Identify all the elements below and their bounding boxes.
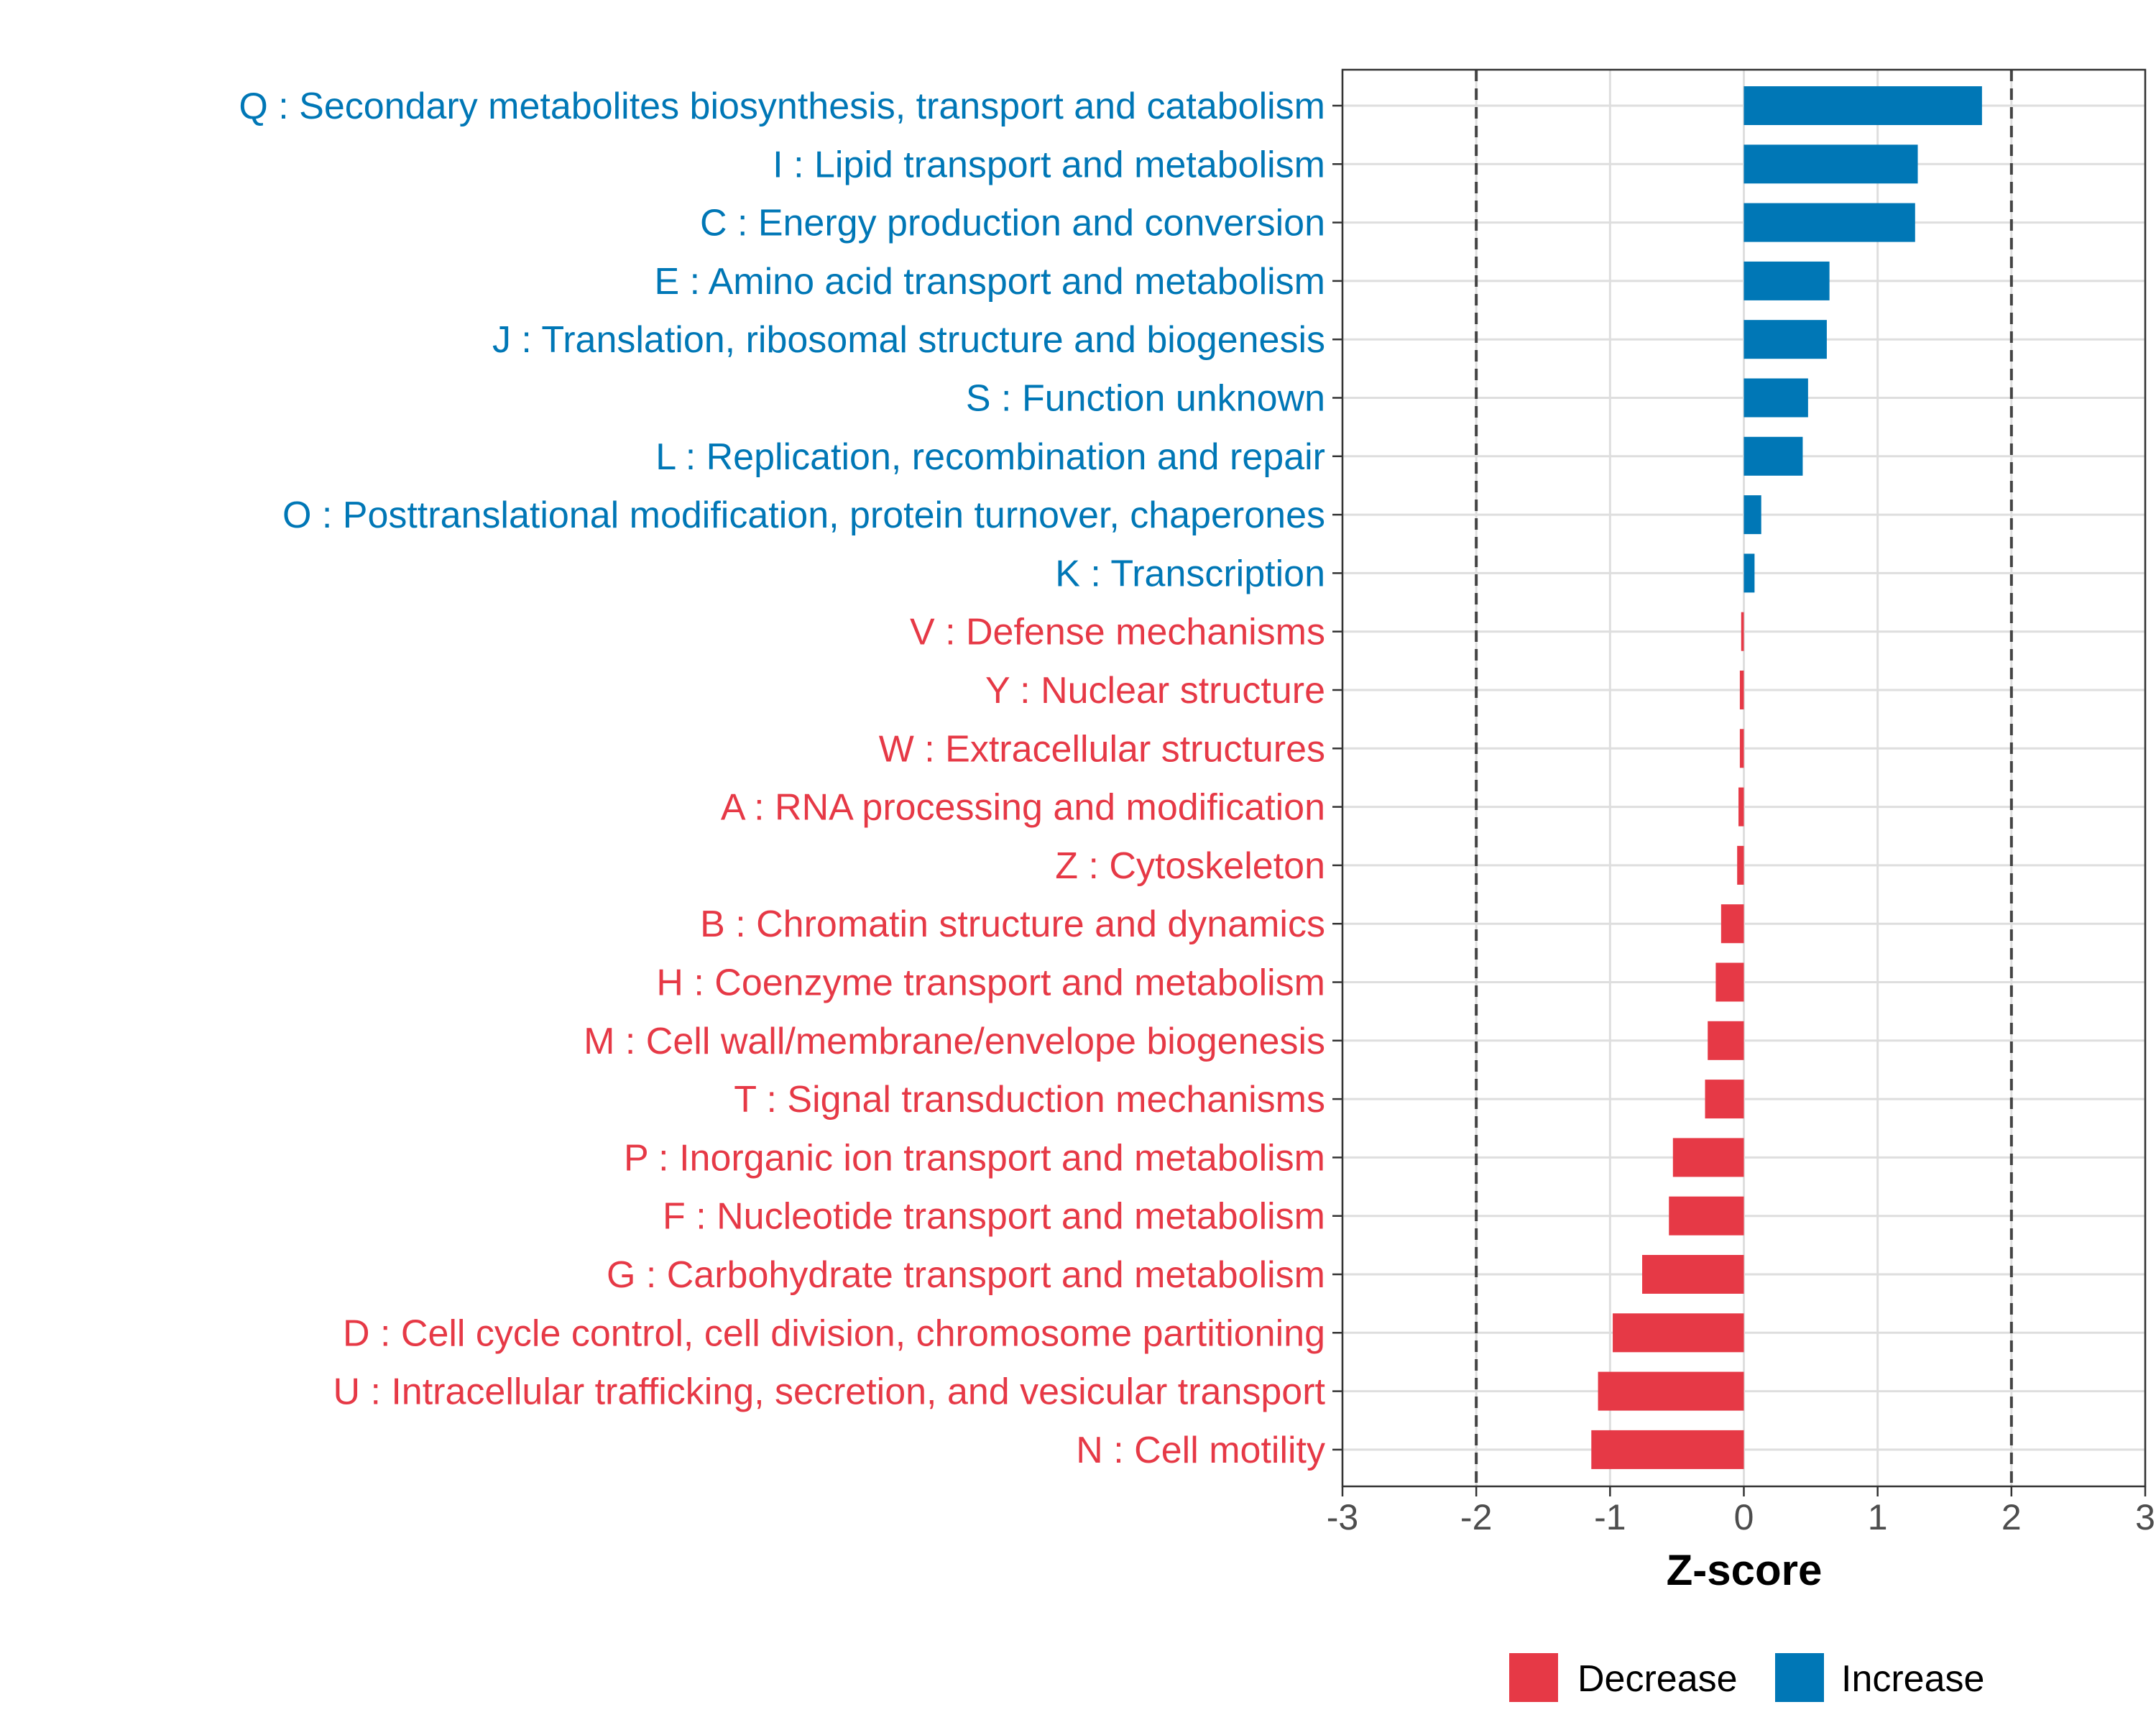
category-label: U : Intracellular trafficking, secretion… bbox=[333, 1371, 1325, 1413]
category-label: Z : Cytoskeleton bbox=[1055, 845, 1325, 887]
x-tick-label: 3 bbox=[2135, 1497, 2155, 1537]
category-label: K : Transcription bbox=[1055, 553, 1325, 594]
category-label: T : Signal transduction mechanisms bbox=[734, 1079, 1325, 1121]
x-tick-label: -2 bbox=[1460, 1497, 1492, 1537]
legend-swatch bbox=[1509, 1653, 1558, 1702]
bar bbox=[1743, 436, 1803, 476]
bar bbox=[1743, 378, 1808, 418]
bar bbox=[1669, 1196, 1744, 1236]
category-label: N : Cell motility bbox=[1076, 1430, 1325, 1471]
category-label: E : Amino acid transport and metabolism bbox=[654, 261, 1325, 303]
category-label: F : Nucleotide transport and metabolism bbox=[663, 1196, 1325, 1238]
bar bbox=[1672, 1138, 1744, 1177]
legend: Decrease Increase bbox=[1509, 1653, 1984, 1702]
bar bbox=[1741, 612, 1744, 651]
bar bbox=[1591, 1430, 1744, 1469]
category-label: C : Energy production and conversion bbox=[700, 203, 1325, 244]
bar bbox=[1705, 1080, 1744, 1119]
bar bbox=[1743, 495, 1761, 535]
x-tick-label: 0 bbox=[1734, 1497, 1754, 1537]
bar bbox=[1743, 320, 1827, 359]
category-label: V : Defense mechanisms bbox=[910, 612, 1325, 653]
bar bbox=[1738, 787, 1744, 827]
category-label: P : Inorganic ion transport and metaboli… bbox=[624, 1137, 1325, 1179]
category-label: G : Carbohydrate transport and metabolis… bbox=[607, 1254, 1325, 1296]
bar bbox=[1737, 845, 1744, 885]
category-label: Y : Nuclear structure bbox=[985, 670, 1325, 712]
category-label: D : Cell cycle control, cell division, c… bbox=[343, 1312, 1325, 1354]
category-label: W : Extracellular structures bbox=[879, 728, 1325, 770]
category-label: I : Lipid transport and metabolism bbox=[773, 144, 1325, 185]
bar bbox=[1715, 962, 1744, 1002]
category-label: A : RNA processing and modification bbox=[721, 787, 1325, 829]
category-label: J : Translation, ribosomal structure and… bbox=[492, 319, 1325, 361]
x-axis: -3 -2 -1 0 1 2 3 bbox=[1327, 104, 2155, 1537]
bar bbox=[1743, 553, 1755, 593]
bar bbox=[1613, 1313, 1744, 1353]
category-label: S : Function unknown bbox=[966, 378, 1325, 420]
bar bbox=[1708, 1021, 1744, 1060]
bar bbox=[1720, 904, 1744, 944]
bar bbox=[1743, 261, 1830, 300]
bar bbox=[1743, 203, 1915, 242]
legend-label: Increase bbox=[1841, 1658, 1984, 1700]
legend-label: Decrease bbox=[1577, 1658, 1738, 1700]
x-tick-label: -1 bbox=[1594, 1497, 1626, 1537]
x-tick-label: -3 bbox=[1327, 1497, 1358, 1537]
bar bbox=[1642, 1255, 1744, 1294]
category-label: B : Chromatin structure and dynamics bbox=[700, 903, 1325, 945]
bar bbox=[1743, 86, 1982, 125]
bar bbox=[1739, 671, 1744, 709]
category-label: H : Coenzyme transport and metabolism bbox=[656, 962, 1325, 1004]
category-label: Q : Secondary metabolites biosynthesis, … bbox=[239, 86, 1325, 127]
category-labels: Q : Secondary metabolites biosynthesis, … bbox=[239, 86, 1325, 1471]
legend-swatch bbox=[1775, 1653, 1824, 1702]
reference-lines-layer bbox=[1475, 70, 2013, 1486]
bar bbox=[1598, 1371, 1744, 1411]
x-tick-label: 1 bbox=[1868, 1497, 1888, 1537]
bar bbox=[1743, 144, 1918, 184]
category-label: O : Posttranslational modification, prot… bbox=[282, 494, 1325, 536]
bars-layer bbox=[1591, 86, 1982, 1469]
category-label: M : Cell wall/membrane/envelope biogenes… bbox=[584, 1021, 1325, 1062]
bar bbox=[1739, 729, 1744, 768]
category-label: L : Replication, recombination and repai… bbox=[655, 436, 1325, 478]
x-axis-title: Z-score bbox=[1667, 1546, 1823, 1594]
x-tick-label: 2 bbox=[2001, 1497, 2022, 1537]
